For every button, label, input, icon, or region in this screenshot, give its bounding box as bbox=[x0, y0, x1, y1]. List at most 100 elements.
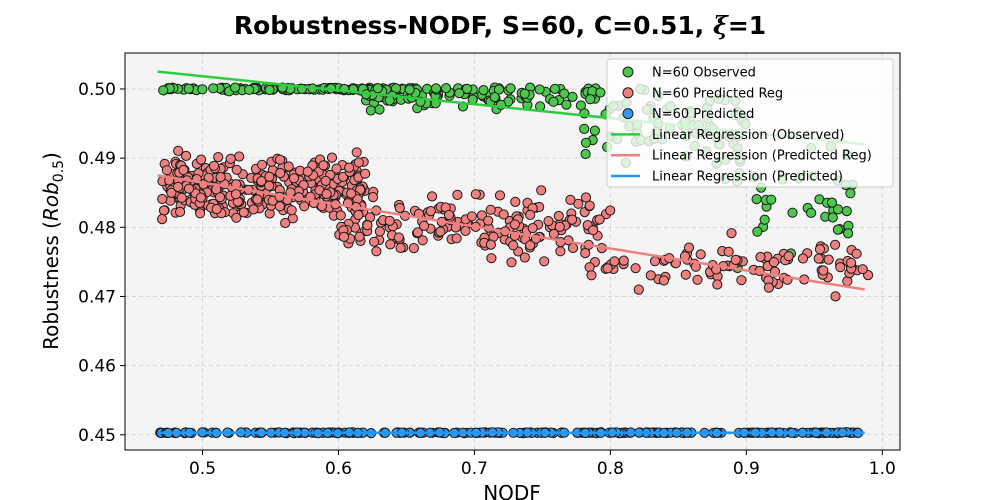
n-60-observed-point bbox=[585, 94, 596, 105]
n-60-predicted-reg-point bbox=[344, 162, 355, 173]
n-60-predicted-reg-point bbox=[412, 227, 423, 238]
n-60-predicted-reg-point bbox=[419, 220, 430, 231]
n-60-predicted-reg-point bbox=[452, 189, 463, 200]
y-axis-label-subscript: 0.5 bbox=[51, 160, 67, 182]
n-60-predicted-reg-point bbox=[509, 219, 521, 230]
legend-label-n-60-predicted: N=60 Predicted bbox=[652, 107, 754, 122]
n-60-predicted-reg-point bbox=[274, 154, 286, 165]
n-60-predicted-reg-point bbox=[443, 209, 455, 221]
n-60-observed-point bbox=[534, 84, 545, 95]
n-60-predicted-reg-point bbox=[466, 211, 477, 222]
n-60-observed-point bbox=[579, 123, 590, 134]
n-60-predicted-reg-point bbox=[594, 214, 605, 225]
n-60-predicted-reg-point bbox=[321, 188, 332, 200]
n-60-predicted-reg-point bbox=[586, 270, 597, 281]
n-60-observed-point bbox=[183, 83, 194, 94]
n-60-predicted-reg-point bbox=[360, 168, 371, 179]
n-60-predicted-reg-point bbox=[338, 231, 350, 242]
n-60-predicted-reg-point bbox=[367, 192, 379, 203]
x-tick-label: 0.7 bbox=[461, 459, 488, 479]
n-60-predicted-reg-point bbox=[630, 263, 641, 274]
n-60-predicted-reg-point bbox=[288, 173, 300, 184]
n-60-observed-point bbox=[826, 197, 838, 208]
n-60-predicted-reg-point bbox=[257, 159, 268, 170]
n-60-predicted-reg-point bbox=[605, 205, 616, 216]
n-60-predicted-reg-point bbox=[353, 157, 364, 168]
n-60-predicted-reg-point bbox=[736, 275, 747, 286]
n-60-predicted-reg-point bbox=[498, 209, 509, 220]
y-axis-label-text: Robustness ( bbox=[39, 221, 63, 350]
n-60-predicted-reg-point bbox=[157, 193, 168, 205]
x-tick-label: 1.0 bbox=[869, 459, 896, 479]
n-60-predicted-reg-point bbox=[286, 205, 297, 216]
n-60-observed-point bbox=[567, 91, 578, 103]
n-60-predicted-reg-point bbox=[211, 204, 222, 215]
n-60-observed-point bbox=[841, 206, 852, 217]
n-60-predicted-reg-point bbox=[195, 208, 206, 219]
legend-box bbox=[606, 58, 894, 188]
n-60-predicted-reg-point bbox=[460, 225, 471, 236]
n-60-predicted-reg-point bbox=[830, 291, 841, 302]
n-60-observed-point bbox=[519, 88, 530, 99]
n-60-predicted-reg-point bbox=[567, 214, 578, 225]
y-axis-label-rob: Rob bbox=[39, 182, 63, 221]
axis-ticks: 0.5 0.6 0.7 0.8 0.9 1.0 0.45 0.46 0.47 0.48 0.49 0.… bbox=[78, 80, 896, 479]
n-60-predicted-reg-point bbox=[451, 233, 462, 244]
n-60-predicted-reg-point bbox=[213, 152, 224, 163]
chart-title: Robustness-NODF, S=60, C=0.51, ξ=1 bbox=[234, 11, 766, 40]
y-axis-label-close: ) bbox=[39, 152, 63, 160]
n-60-predicted-reg-point bbox=[485, 239, 496, 250]
n-60-predicted-reg-point bbox=[238, 207, 249, 218]
n-60-observed-point bbox=[806, 207, 817, 218]
y-tick-label: 0.45 bbox=[78, 426, 116, 446]
n-60-predicted-reg-point bbox=[683, 242, 695, 253]
n-60-predicted-reg-point bbox=[346, 188, 357, 199]
n-60-predicted-reg-point bbox=[178, 164, 189, 176]
n-60-observed-point bbox=[244, 84, 255, 95]
n-60-predicted-reg-point bbox=[417, 235, 428, 246]
n-60-predicted-reg-point bbox=[483, 215, 494, 226]
n-60-predicted-reg-point bbox=[215, 172, 226, 183]
n-60-predicted-reg-point bbox=[519, 252, 531, 263]
x-tick-label: 0.9 bbox=[733, 459, 760, 479]
y-axis-label: Robustness (Rob0.5) bbox=[39, 152, 67, 350]
n-60-predicted-reg-point bbox=[158, 205, 170, 216]
n-60-observed-point bbox=[787, 207, 798, 218]
n-60-predicted-reg-point bbox=[408, 243, 419, 254]
y-tick-label: 0.46 bbox=[78, 357, 116, 377]
n-60-predicted-reg-point bbox=[818, 265, 829, 276]
n-60-predicted-reg-point bbox=[494, 190, 506, 201]
n-60-predicted-reg-point bbox=[755, 251, 766, 263]
n-60-observed-point bbox=[751, 194, 762, 205]
n-60-predicted-reg-point bbox=[695, 249, 706, 260]
n-60-predicted-reg-point bbox=[730, 254, 741, 265]
n-60-predicted-reg-point bbox=[173, 181, 184, 192]
n-60-predicted-reg-point bbox=[157, 214, 168, 225]
legend-label-linear-regression-predicted: Linear Regression (Predicted) bbox=[652, 170, 843, 185]
n-60-observed-point bbox=[845, 188, 856, 199]
y-tick-label: 0.47 bbox=[78, 287, 116, 307]
n-60-predicted-reg-point bbox=[435, 226, 446, 237]
y-tick-label: 0.48 bbox=[78, 218, 116, 238]
n-60-predicted-reg-point bbox=[274, 201, 285, 212]
n-60-predicted-reg-point bbox=[318, 160, 329, 171]
n-60-predicted-reg-point bbox=[283, 161, 294, 172]
n-60-observed-point bbox=[374, 104, 385, 115]
n-60-predicted-reg-point bbox=[553, 210, 564, 222]
legend-label-n-60-predicted-reg: N=60 Predicted Reg bbox=[652, 86, 783, 101]
n-60-predicted-reg-point bbox=[354, 231, 365, 242]
n-60-observed-point bbox=[580, 148, 591, 160]
x-tick-label: 0.6 bbox=[325, 459, 352, 479]
n-60-observed-point bbox=[478, 85, 489, 96]
n-60-predicted-reg-point bbox=[723, 246, 734, 257]
n-60-observed-point bbox=[230, 82, 241, 93]
n-60-predicted-reg-point bbox=[567, 242, 579, 254]
n-60-predicted-reg-point bbox=[539, 256, 550, 267]
n-60-predicted-reg-point bbox=[335, 210, 346, 221]
n-60-observed-point bbox=[759, 214, 770, 225]
n-60-predicted-reg-point bbox=[280, 217, 291, 229]
n-60-observed-point bbox=[766, 194, 777, 205]
n-60-predicted-reg-point bbox=[385, 239, 396, 250]
n-60-predicted-reg-point bbox=[395, 242, 406, 253]
n-60-observed-point bbox=[365, 105, 376, 116]
